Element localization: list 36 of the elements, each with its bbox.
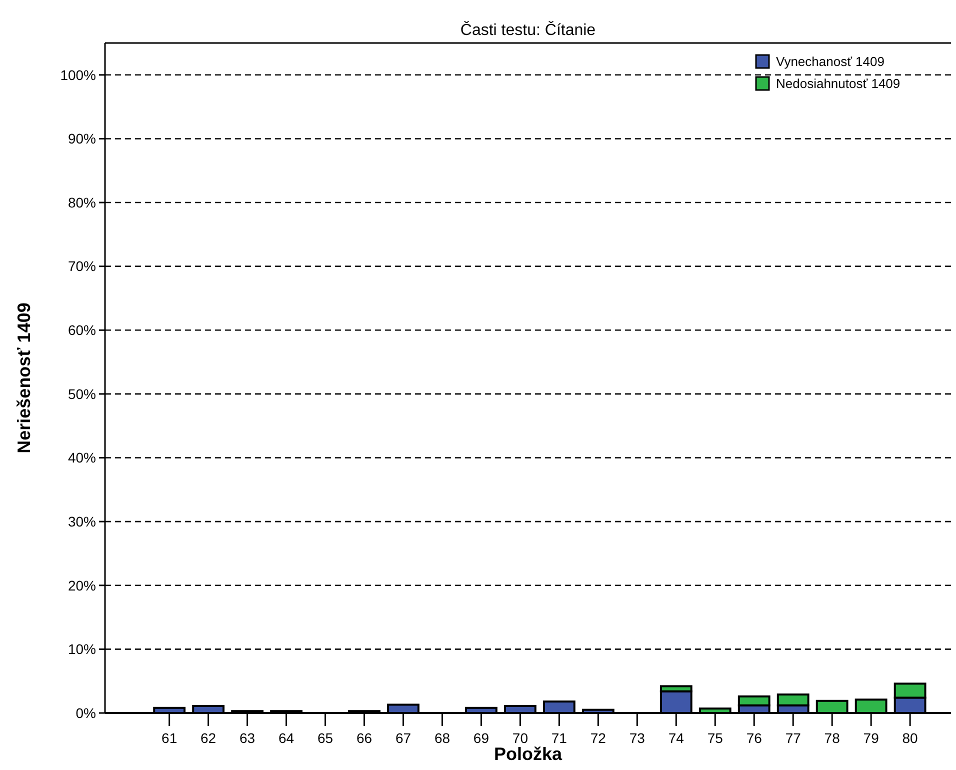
x-tick-label: 65 [317,730,334,746]
x-tick-label: 74 [668,730,684,746]
y-tick-label: 30% [68,513,96,530]
x-tick-label: 78 [824,730,840,746]
x-tick-label: 73 [629,730,646,746]
x-tick-label: 71 [551,730,568,746]
x-tick-label: 62 [200,730,216,746]
x-tick-label: 66 [356,730,372,746]
x-axis-title: Položka [494,744,563,764]
x-tick-label: 77 [785,730,802,746]
x-tick-label: 70 [512,730,528,746]
legend-label: Nedosiahnutosť 1409 [776,76,900,91]
y-axis-title: Neriešenosť 1409 [14,302,34,454]
legend-label: Vynechanosť 1409 [776,54,884,69]
x-tick-label: 68 [434,730,450,746]
x-tick-label: 72 [590,730,606,746]
x-tick-label: 76 [746,730,762,746]
y-tick-label: 50% [68,386,96,402]
x-tick-label: 80 [902,730,918,746]
y-tick-label: 40% [68,450,96,466]
y-tick-label: 0% [76,704,96,721]
y-tick-label: 100% [60,66,96,83]
y-tick-label: 80% [68,194,96,210]
y-tick-label: 90% [68,130,96,147]
x-tick-label: 61 [162,730,178,746]
y-tick-label: 20% [68,577,96,594]
x-tick-label: 63 [240,730,256,746]
y-tick-label: 10% [68,641,96,658]
x-tick-label: 75 [707,730,724,746]
x-tick-label: 79 [863,730,880,746]
x-tick-label: 69 [473,730,490,746]
y-tick-label: 70% [68,258,96,274]
x-tick-label: 67 [395,730,412,746]
chart-title: Časti testu: Čítanie [460,21,596,39]
y-tick-label: 60% [68,322,96,338]
x-tick-label: 64 [278,730,294,746]
